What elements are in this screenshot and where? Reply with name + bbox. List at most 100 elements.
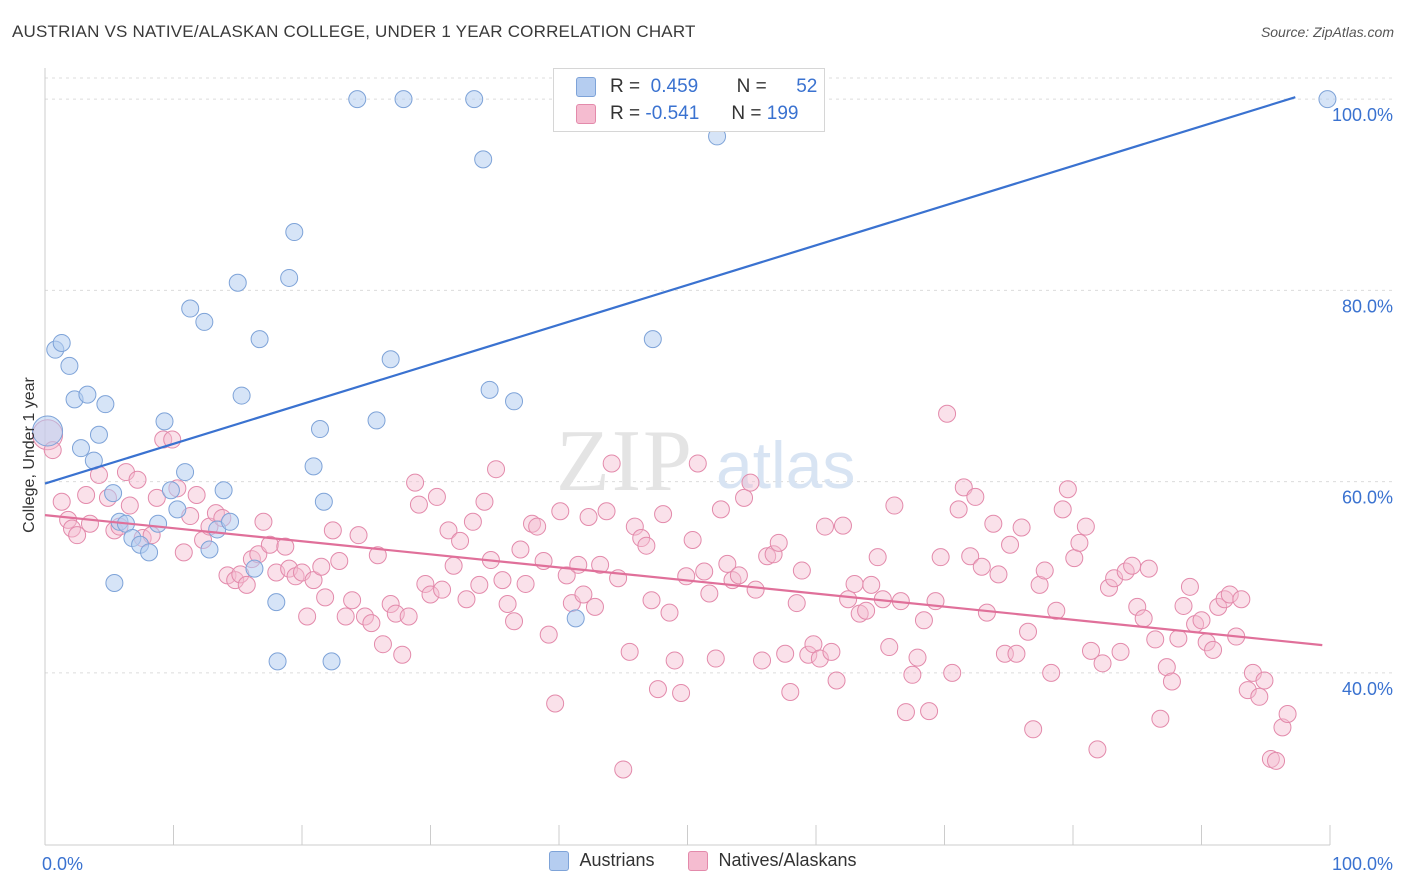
y-tick-label: 40.0% [1342, 679, 1393, 699]
native-point [421, 585, 440, 604]
x-tick-label: 0.0% [42, 854, 83, 874]
austrian-point [214, 481, 233, 500]
native-point [147, 488, 166, 507]
austrian-point [60, 356, 79, 375]
source-label: Source: ZipAtlas.com [1260, 24, 1394, 40]
native-point [920, 702, 939, 721]
native-point [298, 607, 317, 626]
native-point [260, 535, 279, 554]
native-point [451, 531, 470, 550]
native-point [735, 488, 754, 507]
native-point [833, 516, 852, 535]
native-point [1081, 641, 1100, 660]
native-point [312, 557, 331, 576]
legend-item-natives[interactable]: Natives/Alaskans [688, 850, 857, 871]
native-point [59, 510, 78, 529]
native-point [868, 548, 887, 567]
native-point [1220, 585, 1239, 604]
native-point [989, 565, 1008, 584]
series-austrians [32, 90, 1337, 671]
austrian-point [140, 543, 159, 562]
legend-label-natives: Natives/Alaskans [718, 850, 857, 870]
native-point [1099, 578, 1118, 597]
x-tick-label: 100.0% [1332, 854, 1393, 874]
austrian-point [149, 514, 168, 533]
native-point [741, 473, 760, 492]
native-point [1134, 609, 1153, 628]
native-point [862, 575, 881, 594]
native-point [574, 585, 593, 604]
native-point [688, 454, 707, 473]
native-point [1180, 577, 1199, 596]
native-point [1151, 709, 1170, 728]
trend-line-natives [44, 513, 1323, 647]
native-point [505, 612, 524, 631]
native-point [896, 703, 915, 722]
native-point [1250, 687, 1269, 706]
native-point [903, 665, 922, 684]
austrian-point [280, 268, 299, 287]
native-point [1278, 704, 1297, 723]
native-point [758, 547, 777, 566]
native-point [226, 571, 245, 590]
austrian-point [52, 333, 71, 352]
native-point [444, 556, 463, 575]
stats-r-value-pink: -0.541 [645, 103, 700, 124]
austrian-point [228, 273, 247, 292]
native-point [787, 594, 806, 613]
native-point [1192, 611, 1211, 630]
native-point [416, 574, 435, 593]
native-point [1174, 596, 1193, 615]
legend-item-austrians[interactable]: Austrians [549, 850, 654, 871]
austrian-point [268, 652, 287, 671]
native-point [1001, 535, 1020, 554]
austrian-point [566, 609, 585, 628]
native-point [753, 651, 772, 670]
native-point [427, 487, 446, 506]
native-point [683, 530, 702, 549]
native-point [1169, 629, 1188, 648]
austrian-point [465, 90, 484, 109]
native-point [746, 580, 765, 599]
austrian-point [181, 299, 200, 318]
austrian-point [155, 412, 174, 431]
stats-swatch-blue [576, 77, 596, 97]
austrian-point [314, 492, 333, 511]
native-point [810, 649, 829, 668]
native-point [1139, 559, 1158, 578]
native-point [845, 574, 864, 593]
austrian-point [71, 439, 90, 458]
native-point [822, 642, 841, 661]
native-point [539, 625, 558, 644]
native-point [1093, 654, 1112, 673]
native-point [1209, 597, 1228, 616]
native-point [1076, 517, 1095, 536]
austrian-point [245, 559, 264, 578]
native-point [1255, 671, 1274, 690]
native-point [1007, 644, 1026, 663]
austrian-point [267, 593, 286, 612]
austrian-point [32, 415, 64, 447]
native-point [1146, 630, 1165, 649]
native-point [470, 575, 489, 594]
trend-lines [44, 96, 1323, 647]
austrian-point [394, 90, 413, 109]
stats-row-austrians: R = 0.459 N = 52 [576, 74, 817, 100]
native-point [792, 561, 811, 580]
native-point [1070, 533, 1089, 552]
native-point [1123, 556, 1142, 575]
native-point [343, 591, 362, 610]
austrian-point [104, 484, 123, 503]
native-point [620, 642, 639, 661]
legend-label-austrians: Austrians [579, 850, 655, 870]
stats-n-value-pink: 199 [766, 103, 799, 124]
native-point [1024, 720, 1043, 739]
y-axis-label: College, Under 1 year [21, 377, 38, 533]
austrian-point [285, 223, 304, 242]
austrian-point [221, 512, 240, 531]
native-point [597, 502, 616, 521]
stats-r-value-blue: 0.459 [650, 76, 699, 97]
native-point [528, 517, 547, 536]
native-point [77, 486, 96, 505]
